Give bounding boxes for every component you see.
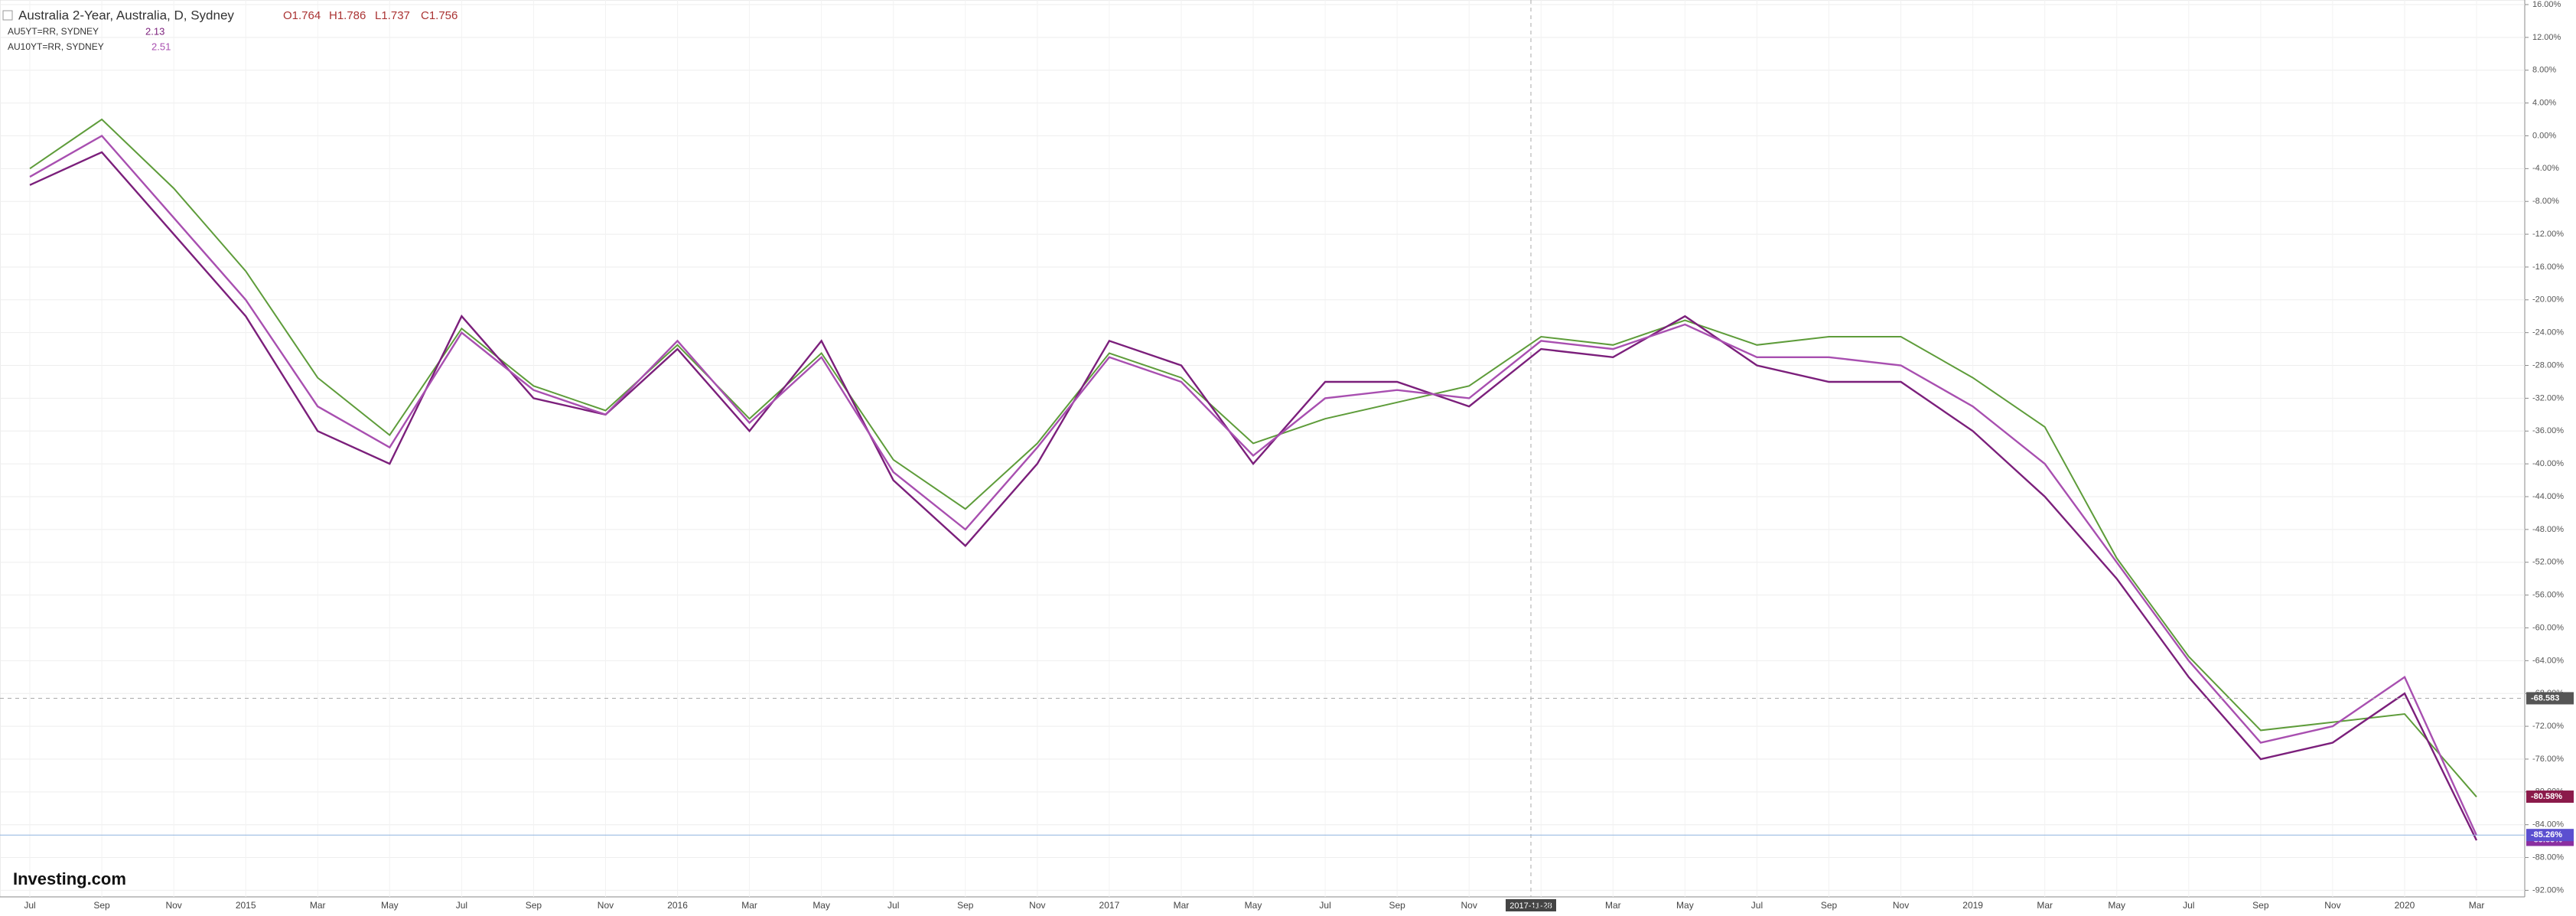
x-tick-label: May <box>1245 900 1262 911</box>
legend-last: 2.51 <box>151 41 171 52</box>
y-tick-label: -40.00% <box>2532 459 2564 468</box>
y-tick-label: 8.00% <box>2532 66 2556 75</box>
y-tick-label: 4.00% <box>2532 99 2556 108</box>
ohlc-close: C1.756 <box>421 9 458 22</box>
price-label: -80.58% <box>2531 792 2562 801</box>
x-tick-label: Jul <box>456 900 467 911</box>
collapse-icon[interactable] <box>2 10 13 21</box>
ohlc-low: L1.737 <box>375 9 410 22</box>
x-tick-label: Nov <box>598 900 614 911</box>
y-tick-label: -72.00% <box>2532 722 2564 731</box>
y-tick-label: -36.00% <box>2532 426 2564 435</box>
crosshair-date-bg <box>1506 899 1556 911</box>
ohlc-open: O1.764 <box>283 9 321 22</box>
x-tick-label: Mar <box>2469 900 2485 911</box>
x-tick-label: 2020 <box>2395 900 2415 911</box>
y-tick-label: -32.00% <box>2532 393 2564 403</box>
x-tick-label: May <box>813 900 830 911</box>
series-lines <box>29 118 2478 841</box>
x-tick-label: Mar <box>1605 900 1621 911</box>
x-tick-label: Sep <box>1821 900 1838 911</box>
y-tick-label: -76.00% <box>2532 755 2564 764</box>
x-tick-label: May <box>1676 900 1694 911</box>
legend: Australia 2-Year, Australia, D, Sydney O… <box>2 8 458 52</box>
y-tick-label: -56.00% <box>2532 591 2564 600</box>
y-tick-label: -88.00% <box>2532 852 2564 862</box>
x-tick-label: Sep <box>2252 900 2269 911</box>
y-tick-label: -28.00% <box>2532 360 2564 370</box>
crosshair-date: 2017-11-28 <box>1509 901 1552 911</box>
y-tick-label: 12.00% <box>2532 33 2561 42</box>
x-tick-label: 2016 <box>667 900 688 911</box>
x-tick-label: 2015 <box>236 900 256 911</box>
y-tick-label: -44.00% <box>2532 492 2564 501</box>
x-tick-label: Jul <box>1751 900 1763 911</box>
x-tick-label: Mar <box>741 900 757 911</box>
x-tick-label: Jul <box>24 900 35 911</box>
y-tick-label: 0.00% <box>2532 131 2556 140</box>
brand-logo: Investing.com <box>13 869 126 888</box>
legend-title: Australia 2-Year, Australia, D, Sydney <box>18 8 234 22</box>
legend-series: AU5YT=RR, SYDNEY <box>8 26 99 37</box>
x-tick-label: Jul <box>2183 900 2194 911</box>
y-tick-label: -24.00% <box>2532 328 2564 337</box>
price-label-bg <box>2526 790 2574 804</box>
price-label: -68.583 <box>2531 693 2559 702</box>
x-tick-label: Nov <box>1029 900 1045 911</box>
x-tick-label: Nov <box>1893 900 1909 911</box>
y-tick-label: -48.00% <box>2532 525 2564 534</box>
y-tick-label: -16.00% <box>2532 262 2564 272</box>
grid <box>0 0 2529 897</box>
y-tick-label: -4.00% <box>2532 164 2559 173</box>
x-tick-label: May <box>2108 900 2125 911</box>
legend-last: 2.13 <box>145 25 164 37</box>
y-tick-label: -52.00% <box>2532 558 2564 567</box>
price-label-bg <box>2526 692 2574 705</box>
price-label-bg <box>2526 829 2574 842</box>
x-tick-label: Sep <box>526 900 542 911</box>
y-tick-label: -92.00% <box>2532 885 2564 895</box>
y-tick-label: -60.00% <box>2532 623 2564 632</box>
y-tick-label: -8.00% <box>2532 197 2559 206</box>
x-tick-label: Sep <box>93 900 110 911</box>
legend-series: AU10YT=RR, SYDNEY <box>8 41 104 52</box>
x-tick-label: Sep <box>1389 900 1405 911</box>
x-tick-label: Nov <box>165 900 181 911</box>
x-tick-label: Jul <box>1319 900 1330 911</box>
x-tick-label: Nov <box>1461 900 1477 911</box>
x-tick-label: Nov <box>2324 900 2340 911</box>
x-tick-label: Sep <box>957 900 974 911</box>
x-tick-label: Jul <box>887 900 899 911</box>
x-tick-label: Mar <box>310 900 326 911</box>
ohlc-high: H1.786 <box>329 9 366 22</box>
x-tick-label: 2018 <box>1531 900 1552 911</box>
y-tick-label: -20.00% <box>2532 295 2564 305</box>
price-label: -85.26% <box>2531 830 2562 839</box>
y-tick-label: -64.00% <box>2532 656 2564 665</box>
y-tick-label: -12.00% <box>2532 230 2564 239</box>
y-tick-label: -84.00% <box>2532 820 2564 830</box>
series-line <box>29 151 2478 841</box>
x-tick-label: Mar <box>2037 900 2053 911</box>
x-tick-label: Mar <box>1174 900 1190 911</box>
x-tick-label: May <box>381 900 399 911</box>
x-tick-label: 2017 <box>1099 900 1120 911</box>
x-tick-label: 2019 <box>1962 900 1983 911</box>
y-tick-label: 16.00% <box>2532 0 2561 9</box>
series-line <box>29 134 2478 836</box>
